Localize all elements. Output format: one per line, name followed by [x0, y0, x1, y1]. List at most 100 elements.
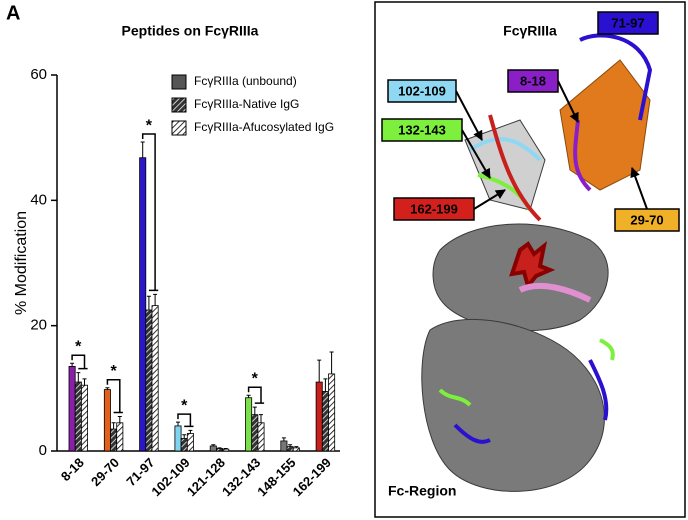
x-tick-label: 162-199 — [290, 455, 334, 499]
bar — [315, 381, 323, 452]
error-bar — [140, 141, 145, 158]
y-tick-label: 20 — [30, 317, 47, 334]
error-bar — [294, 446, 299, 448]
callout-arrow — [461, 129, 491, 179]
bar — [74, 381, 82, 452]
y-axis-label: % Modification — [13, 211, 30, 315]
bar — [292, 447, 300, 452]
callout-label: 71-97 — [611, 15, 644, 30]
region-label: Fc-Region — [388, 483, 456, 499]
x-tick-label: 29-70 — [88, 455, 122, 489]
y-tick-label: 40 — [30, 191, 47, 208]
bar — [145, 309, 153, 452]
y-tick-label: 0 — [39, 442, 47, 459]
bar — [321, 391, 329, 452]
significance-label: * — [146, 117, 153, 134]
legend-swatch — [171, 97, 187, 113]
bar — [174, 425, 182, 452]
error-bar — [153, 293, 158, 306]
significance-label: * — [75, 338, 82, 355]
x-tick-label: 148-155 — [254, 455, 298, 499]
x-tick-label: 132-143 — [219, 455, 263, 499]
x-tick-label: 8-18 — [58, 455, 87, 484]
error-bar — [111, 422, 116, 430]
error-bar — [188, 429, 193, 434]
significance-label: * — [181, 397, 188, 414]
protein-ribbon — [421, 59, 651, 492]
callout-label: 8-18 — [520, 73, 546, 88]
bar — [286, 446, 294, 452]
callout-arrow — [455, 90, 483, 141]
y-tick-label: 60 — [30, 66, 47, 83]
legend-label: FcγRIIIa-Afucosylated IgG — [194, 120, 334, 134]
bar — [215, 448, 223, 452]
legend-label: FcγRIIIa (unbound) — [194, 74, 297, 88]
colored-segments — [438, 33, 653, 444]
significance-label: * — [252, 370, 259, 387]
error-bar — [217, 447, 222, 449]
bar — [180, 438, 188, 452]
bar — [257, 422, 265, 452]
error-bar — [82, 378, 87, 386]
bar — [116, 422, 124, 452]
callout-label: 102-109 — [398, 83, 446, 98]
error-bar — [323, 378, 328, 392]
panel-label: A — [6, 2, 20, 24]
callout-box — [381, 118, 463, 142]
callout-box — [393, 197, 475, 221]
error-bar — [70, 362, 75, 367]
callout-box — [507, 69, 559, 93]
error-bar — [259, 414, 263, 423]
error-bar — [252, 406, 257, 415]
error-bar — [281, 437, 286, 441]
callout-box — [614, 208, 680, 232]
error-bar — [146, 295, 151, 310]
structure-title: FcγRIIIa — [503, 23, 557, 39]
bar — [209, 445, 217, 452]
error-bar — [211, 444, 216, 446]
significance-label: * — [110, 363, 117, 380]
error-bar — [117, 416, 122, 423]
significance-bracket — [71, 354, 88, 370]
significance-bracket — [141, 133, 159, 292]
callout-label: 29-70 — [630, 212, 663, 227]
bar — [139, 157, 147, 452]
significance-bracket — [106, 378, 123, 414]
bar — [68, 365, 76, 452]
callout-label: 132-143 — [398, 122, 446, 137]
structure-panel: FcγRIIIa Fc-Region 71-97 8-18 102-109 132-1… — [374, 1, 686, 518]
bar — [103, 389, 111, 452]
callout-arrow — [473, 189, 506, 210]
bar — [222, 448, 230, 452]
bar — [280, 440, 288, 452]
error-bar — [223, 447, 228, 450]
bar — [245, 397, 253, 452]
callout-arrow — [557, 80, 579, 123]
callout-box — [387, 79, 457, 103]
error-bar — [246, 394, 251, 398]
legend-swatch — [171, 120, 187, 136]
error-bar — [176, 421, 180, 426]
bar — [251, 414, 259, 452]
error-bar — [288, 444, 293, 447]
error-bar — [317, 359, 322, 383]
bar — [328, 373, 336, 452]
callout-arrow — [630, 167, 648, 210]
bar — [151, 305, 159, 452]
bar — [81, 384, 89, 452]
error-bar — [182, 434, 187, 439]
significance-bracket — [247, 386, 265, 404]
chart-title: Peptides on FcγRIIIa — [122, 23, 259, 39]
error-bar — [105, 387, 110, 390]
x-tick-label: 121-128 — [184, 455, 228, 499]
significance-bracket — [177, 413, 194, 428]
legend-swatch — [171, 74, 187, 90]
bar — [186, 433, 194, 452]
bar — [110, 428, 118, 452]
error-bar — [76, 372, 81, 383]
callout-box — [597, 11, 659, 35]
legend-label: FcγRIIIa-Native IgG — [194, 97, 299, 111]
error-bar — [329, 351, 334, 374]
callout-label: 162-199 — [410, 201, 458, 216]
